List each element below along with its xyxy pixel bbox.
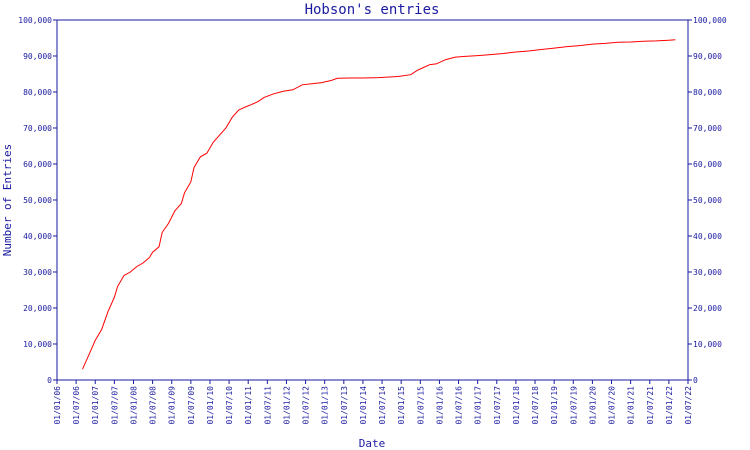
y-tick-label-right: 60,000 bbox=[693, 160, 722, 169]
y-tick-label-right: 80,000 bbox=[693, 88, 722, 97]
left-y-axis: 0 10,000 20,000 30,000 40,000 50,000 60,000 70,… bbox=[18, 16, 57, 385]
y-tick-label-right: 100,000 bbox=[693, 16, 727, 25]
y-tick-label-right: 10,000 bbox=[693, 340, 722, 349]
x-tick-label: 01/07/18 bbox=[531, 386, 540, 425]
x-tick-label: 01/01/13 bbox=[321, 386, 330, 425]
x-tick-label: 01/07/10 bbox=[225, 386, 234, 425]
x-tick-label: 01/07/09 bbox=[187, 386, 196, 425]
y-axis-title: Number of Entries bbox=[1, 144, 14, 257]
x-tick-label: 01/07/21 bbox=[646, 386, 655, 425]
chart-title: Hobson's entries bbox=[305, 2, 440, 18]
x-axis: 01/01/06 01/07/06 01/01/07 01/07/07 01/01/08… bbox=[53, 380, 693, 425]
x-tick-label: 01/01/12 bbox=[282, 386, 291, 425]
x-tick-label: 01/01/07 bbox=[91, 386, 100, 425]
x-tick-label: 01/01/08 bbox=[129, 386, 138, 425]
x-tick-label: 01/01/15 bbox=[397, 386, 406, 425]
x-tick-label: 01/01/19 bbox=[550, 386, 559, 425]
x-tick-label: 01/01/06 bbox=[53, 386, 62, 425]
x-tick-label: 01/07/17 bbox=[493, 386, 502, 425]
y-tick-label-right: 90,000 bbox=[693, 52, 722, 61]
x-axis-title: Date bbox=[359, 437, 386, 450]
y-tick-label-right: 20,000 bbox=[693, 304, 722, 313]
x-tick-label: 01/01/17 bbox=[474, 386, 483, 425]
y-tick-label-left: 40,000 bbox=[23, 232, 52, 241]
x-tick-label: 01/01/11 bbox=[244, 386, 253, 425]
y-tick-label-right: 0 bbox=[693, 376, 698, 385]
x-tick-label: 01/07/14 bbox=[378, 386, 387, 425]
x-tick-label: 01/07/12 bbox=[302, 386, 311, 425]
y-tick-label-left: 70,000 bbox=[23, 124, 52, 133]
y-tick-label-left: 100,000 bbox=[18, 16, 52, 25]
x-tick-label: 01/07/16 bbox=[455, 386, 464, 425]
x-tick-label: 01/07/15 bbox=[416, 386, 425, 425]
x-tick-label: 01/07/11 bbox=[263, 386, 272, 425]
y-tick-label-right: 40,000 bbox=[693, 232, 722, 241]
y-tick-label-left: 50,000 bbox=[23, 196, 52, 205]
x-tick-label: 01/07/08 bbox=[149, 386, 158, 425]
x-tick-label: 01/07/22 bbox=[684, 386, 693, 425]
y-tick-label-right: 50,000 bbox=[693, 196, 722, 205]
y-tick-label-right: 30,000 bbox=[693, 268, 722, 277]
right-y-axis: 0 10,000 20,000 30,000 40,000 50,000 60,000 70,… bbox=[688, 16, 727, 385]
series-line-0 bbox=[82, 39, 676, 370]
x-tick-label: 01/01/22 bbox=[665, 386, 674, 425]
x-tick-label: 01/07/07 bbox=[110, 386, 119, 425]
y-tick-label-left: 90,000 bbox=[23, 52, 52, 61]
x-tick-label: 01/01/16 bbox=[435, 386, 444, 425]
x-tick-label: 01/01/21 bbox=[627, 386, 636, 425]
series-layer bbox=[82, 39, 676, 370]
x-tick-label: 01/01/20 bbox=[588, 386, 597, 425]
y-tick-label-left: 20,000 bbox=[23, 304, 52, 313]
x-tick-label: 01/01/14 bbox=[359, 386, 368, 425]
x-tick-label: 01/01/10 bbox=[206, 386, 215, 425]
y-tick-label-left: 60,000 bbox=[23, 160, 52, 169]
x-tick-label: 01/07/13 bbox=[340, 386, 349, 425]
y-tick-label-left: 10,000 bbox=[23, 340, 52, 349]
y-tick-label-left: 80,000 bbox=[23, 88, 52, 97]
axes bbox=[56, 19, 689, 381]
y-tick-label-left: 30,000 bbox=[23, 268, 52, 277]
x-tick-label: 01/07/06 bbox=[72, 386, 81, 425]
x-tick-label: 01/01/18 bbox=[512, 386, 521, 425]
y-tick-label-left: 0 bbox=[47, 376, 52, 385]
x-tick-label: 01/07/20 bbox=[608, 386, 617, 425]
x-tick-label: 01/07/19 bbox=[569, 386, 578, 425]
x-tick-label: 01/01/09 bbox=[168, 386, 177, 425]
y-tick-label-right: 70,000 bbox=[693, 124, 722, 133]
